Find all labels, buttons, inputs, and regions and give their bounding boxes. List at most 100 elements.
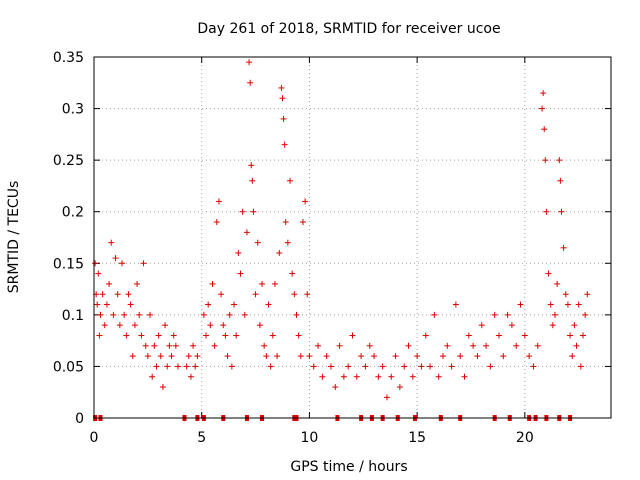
data-point bbox=[101, 322, 108, 329]
data-point bbox=[278, 84, 285, 91]
data-point bbox=[112, 255, 119, 262]
data-point bbox=[560, 244, 567, 251]
data-point bbox=[280, 115, 287, 122]
x-tick-label: 20 bbox=[516, 430, 534, 446]
data-point bbox=[383, 394, 390, 401]
y-tick-label: 0.35 bbox=[53, 50, 84, 66]
data-point bbox=[526, 353, 533, 360]
data-point bbox=[302, 198, 309, 205]
data-point bbox=[97, 311, 104, 318]
data-point bbox=[358, 353, 365, 360]
data-point bbox=[170, 332, 177, 339]
data-point bbox=[261, 342, 268, 349]
data-point bbox=[336, 342, 343, 349]
data-point bbox=[248, 162, 255, 169]
data-point bbox=[172, 342, 179, 349]
data-point bbox=[241, 311, 248, 318]
data-point bbox=[549, 322, 556, 329]
data-point bbox=[299, 219, 306, 226]
data-point bbox=[121, 311, 128, 318]
data-point bbox=[366, 342, 373, 349]
data-point bbox=[582, 311, 589, 318]
data-point bbox=[323, 353, 330, 360]
data-point bbox=[205, 301, 212, 308]
data-point bbox=[577, 363, 584, 370]
data-point bbox=[220, 322, 227, 329]
data-point bbox=[265, 301, 272, 308]
data-point bbox=[166, 342, 173, 349]
data-point bbox=[200, 311, 207, 318]
data-point bbox=[315, 342, 322, 349]
data-point bbox=[235, 249, 242, 256]
data-point bbox=[557, 177, 564, 184]
data-point bbox=[310, 363, 317, 370]
data-point bbox=[569, 353, 576, 360]
data-point bbox=[362, 363, 369, 370]
data-point bbox=[267, 363, 274, 370]
data-point bbox=[539, 105, 546, 112]
x-axis-label: GPS time / hours bbox=[290, 459, 407, 475]
data-point bbox=[249, 177, 256, 184]
data-point bbox=[414, 353, 421, 360]
data-point bbox=[116, 322, 123, 329]
data-point bbox=[470, 342, 477, 349]
data-point bbox=[213, 219, 220, 226]
data-point bbox=[465, 332, 472, 339]
data-point bbox=[287, 177, 294, 184]
data-point bbox=[119, 260, 126, 267]
data-point bbox=[175, 363, 182, 370]
data-point bbox=[108, 239, 115, 246]
data-point bbox=[250, 208, 257, 215]
data-point bbox=[457, 353, 464, 360]
data-point bbox=[448, 363, 455, 370]
data-point bbox=[487, 363, 494, 370]
data-point bbox=[349, 332, 356, 339]
data-point bbox=[153, 363, 160, 370]
y-tick-label: 0.05 bbox=[53, 359, 84, 375]
data-point bbox=[140, 260, 147, 267]
data-point bbox=[530, 363, 537, 370]
y-tick-label: 0.15 bbox=[53, 256, 84, 272]
x-tick-label: 0 bbox=[90, 430, 99, 446]
data-point bbox=[508, 322, 515, 329]
data-point bbox=[155, 332, 162, 339]
data-point bbox=[405, 342, 412, 349]
data-point bbox=[149, 373, 156, 380]
data-point bbox=[444, 342, 451, 349]
data-point bbox=[94, 301, 101, 308]
data-point bbox=[125, 291, 132, 298]
data-point bbox=[396, 384, 403, 391]
data-point bbox=[584, 291, 591, 298]
data-point bbox=[127, 301, 134, 308]
data-point bbox=[573, 342, 580, 349]
data-point bbox=[233, 332, 240, 339]
data-point bbox=[431, 311, 438, 318]
data-point bbox=[274, 353, 281, 360]
data-point bbox=[271, 280, 278, 287]
data-point bbox=[162, 322, 169, 329]
data-point bbox=[96, 332, 103, 339]
data-point bbox=[192, 363, 199, 370]
data-point bbox=[157, 353, 164, 360]
y-tick-label: 0.1 bbox=[62, 308, 84, 324]
data-point bbox=[551, 311, 558, 318]
data-point bbox=[556, 157, 563, 164]
data-point bbox=[500, 353, 507, 360]
data-point bbox=[269, 332, 276, 339]
data-point bbox=[151, 342, 158, 349]
data-point bbox=[187, 373, 194, 380]
data-point bbox=[103, 301, 110, 308]
data-point bbox=[517, 301, 524, 308]
data-point bbox=[183, 363, 190, 370]
data-point bbox=[340, 373, 347, 380]
data-point bbox=[224, 353, 231, 360]
plot-frame bbox=[93, 56, 612, 419]
data-point bbox=[209, 280, 216, 287]
data-point bbox=[534, 342, 541, 349]
data-point bbox=[541, 126, 548, 133]
data-point bbox=[439, 353, 446, 360]
x-tick-label: 5 bbox=[197, 430, 206, 446]
data-point bbox=[106, 280, 113, 287]
data-point bbox=[129, 353, 136, 360]
data-point bbox=[259, 280, 266, 287]
